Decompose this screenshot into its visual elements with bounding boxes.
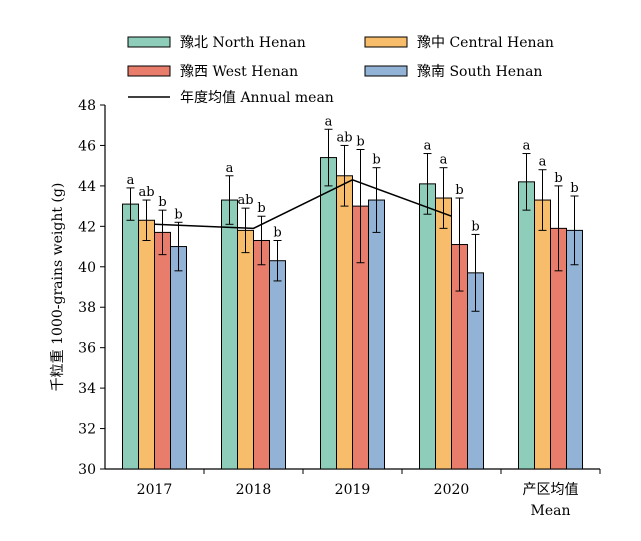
y-tick-label: 38 xyxy=(78,300,96,316)
y-tick-label: 34 xyxy=(78,381,96,397)
significance-letter: a xyxy=(440,153,448,168)
y-tick-label: 42 xyxy=(78,219,96,235)
significance-letter: b xyxy=(273,225,281,240)
significance-letter: a xyxy=(127,173,135,188)
bar xyxy=(122,203,139,470)
x-tick-label: 产区均值 xyxy=(523,482,579,498)
significance-letter: b xyxy=(554,171,562,186)
bar xyxy=(419,183,436,470)
legend-swatch xyxy=(127,36,171,48)
annual-mean-line xyxy=(154,179,452,230)
significance-letter: a xyxy=(424,139,432,154)
significance-letter: b xyxy=(570,181,578,196)
bar xyxy=(435,197,452,470)
significance-letter: b xyxy=(158,195,166,210)
significance-letter: ab xyxy=(138,185,154,200)
legend-swatch xyxy=(127,65,171,77)
significance-letter: a xyxy=(539,155,547,170)
legend-label: 豫西 West Henan xyxy=(180,64,298,80)
y-tick-label: 36 xyxy=(78,341,96,357)
bar xyxy=(253,239,270,470)
bar xyxy=(269,260,286,470)
x-tick-label: 2020 xyxy=(434,482,470,498)
x-tick-label: 2018 xyxy=(236,482,272,498)
bar xyxy=(237,229,254,470)
significance-letter: b xyxy=(356,134,364,149)
bar xyxy=(534,199,551,470)
legend-swatch xyxy=(364,36,408,48)
x-tick-label: 2019 xyxy=(335,482,371,498)
y-tick-label: 32 xyxy=(78,422,96,438)
significance-letter: ab xyxy=(336,130,352,145)
y-tick-label: 44 xyxy=(78,179,96,195)
bar xyxy=(154,231,171,470)
significance-letter: a xyxy=(226,161,234,176)
bar xyxy=(518,181,535,470)
bar xyxy=(138,219,155,470)
y-tick-label: 48 xyxy=(78,98,96,114)
bar xyxy=(336,175,353,470)
x-tick-label-second-line: Mean xyxy=(531,503,571,519)
bar xyxy=(368,199,385,470)
significance-letter: a xyxy=(523,139,531,154)
bar xyxy=(221,199,238,470)
bar xyxy=(170,246,187,470)
x-tick-label: 2017 xyxy=(137,482,173,498)
legend-swatch xyxy=(364,65,408,77)
significance-letter: b xyxy=(471,219,479,234)
y-tick-label: 30 xyxy=(78,462,96,478)
bar xyxy=(566,229,583,470)
significance-letter: a xyxy=(325,114,333,129)
significance-letter: b xyxy=(455,183,463,198)
bar xyxy=(320,157,337,470)
y-axis-label: 千粒重 1000-grains weight (g) xyxy=(50,183,66,392)
legend-label: 豫中 Central Henan xyxy=(417,35,554,51)
significance-letter: b xyxy=(174,207,182,222)
significance-letter: b xyxy=(372,153,380,168)
significance-letter: ab xyxy=(237,193,253,208)
legend-label: 豫北 North Henan xyxy=(180,35,306,51)
y-tick-label: 40 xyxy=(78,260,96,276)
legend-label: 豫南 South Henan xyxy=(417,64,542,80)
legend-label: 年度均值 Annual mean xyxy=(180,90,334,106)
y-tick-label: 46 xyxy=(78,138,96,154)
significance-letter: b xyxy=(257,201,265,216)
